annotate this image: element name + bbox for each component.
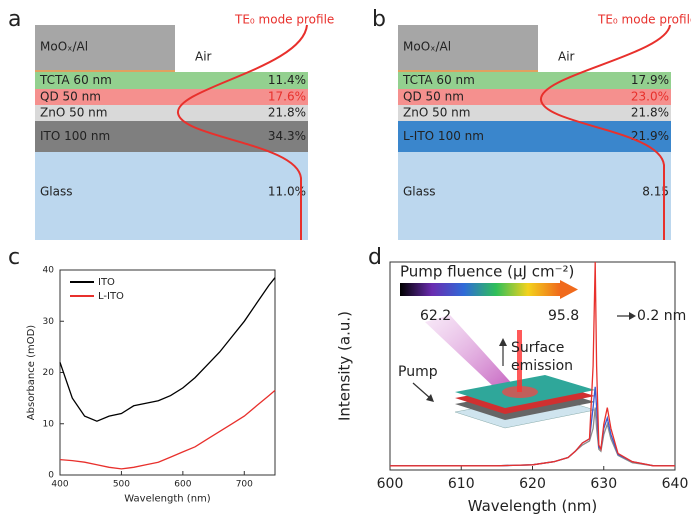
x-tick-label: 700 [236, 480, 253, 490]
panel-label: c [8, 245, 20, 270]
layer-name: QD 50 nm [403, 90, 464, 104]
x-tick-label: 630 [590, 476, 617, 492]
y-axis-label: Intensity (a.u.) [336, 311, 354, 421]
mode-profile [176, 24, 308, 240]
x-tick-label: 600 [174, 480, 191, 490]
y-axis-label: Absorbance (mOD) [26, 325, 37, 420]
electrode [35, 25, 175, 70]
layer-share: 17.6% [268, 90, 306, 104]
mode-title: TE₀ mode profile [597, 13, 691, 27]
layer-name: ITO 100 nm [40, 129, 110, 143]
data-line [59, 277, 276, 422]
y-tick-label: 20 [43, 368, 55, 378]
y-tick-label: 40 [43, 266, 55, 276]
layer [398, 72, 671, 89]
emission-label: Surface [511, 340, 564, 356]
fluence-high: 95.8 [548, 308, 579, 324]
layer-name: ZnO 50 nm [40, 106, 107, 120]
layer [35, 152, 308, 240]
y-tick-label: 30 [43, 317, 55, 327]
emission-label: emission [511, 358, 573, 374]
x-tick-label: 610 [448, 476, 475, 492]
layer-name: L-ITO 100 nm [403, 129, 484, 143]
legend-label: L-ITO [98, 291, 124, 302]
layer [398, 89, 671, 105]
pump-label: Pump [398, 364, 438, 380]
x-tick-label: 620 [519, 476, 546, 492]
layer-share: 17.9% [631, 73, 669, 87]
layer-share: 21.9% [631, 129, 669, 143]
layer-name: TCTA 60 nm [39, 73, 112, 87]
layer [35, 105, 308, 121]
layer-share: 34.3% [268, 129, 306, 143]
x-axis-label: Wavelength (nm) [124, 493, 210, 504]
air-label: Air [558, 50, 575, 64]
panel-label: b [372, 7, 386, 32]
x-tick-label: 640 [662, 476, 689, 492]
fluence-low: 62.2 [420, 308, 451, 324]
electrode [398, 25, 538, 70]
layer-share: 11.0% [268, 185, 306, 199]
y-tick-label: 10 [43, 419, 55, 429]
layer-share: 21.8% [631, 106, 669, 120]
x-tick-label: 400 [51, 480, 68, 490]
x-axis-label: Wavelength (nm) [468, 497, 598, 515]
layer [398, 105, 671, 121]
linewidth-label: 0.2 nm [637, 308, 686, 324]
layer-share: 8.15 [642, 185, 669, 199]
panel-label: a [8, 7, 21, 32]
data-line [390, 261, 675, 467]
legend-label: ITO [98, 277, 115, 288]
electrode-label: MoOₓ/Al [403, 40, 451, 54]
layer-name: Glass [40, 185, 73, 199]
layer [35, 89, 308, 105]
x-tick-label: 600 [377, 476, 404, 492]
layer-name: Glass [403, 185, 436, 199]
layer-share: 11.4% [268, 73, 306, 87]
device-illustration [400, 280, 636, 429]
interlayer [35, 70, 175, 72]
electrode-label: MoOₓ/Al [40, 40, 88, 54]
layer-name: QD 50 nm [40, 90, 101, 104]
data-line [59, 389, 276, 470]
mode-profile [539, 24, 671, 240]
mode-title: TE₀ mode profile [234, 13, 334, 27]
fluence-label: Pump fluence (μJ cm⁻²) [400, 263, 574, 281]
panel-label: d [368, 245, 382, 270]
interlayer [398, 70, 538, 72]
air-label: Air [195, 50, 212, 64]
layer-name: ZnO 50 nm [403, 106, 470, 120]
layer-name: TCTA 60 nm [402, 73, 475, 87]
layer [398, 152, 671, 240]
plot-frame [59, 269, 276, 476]
x-tick-label: 500 [113, 480, 130, 490]
layer [35, 121, 308, 152]
layer-share: 23.0% [631, 90, 669, 104]
y-tick-label: 0 [48, 471, 54, 481]
layer-share: 21.8% [268, 106, 306, 120]
